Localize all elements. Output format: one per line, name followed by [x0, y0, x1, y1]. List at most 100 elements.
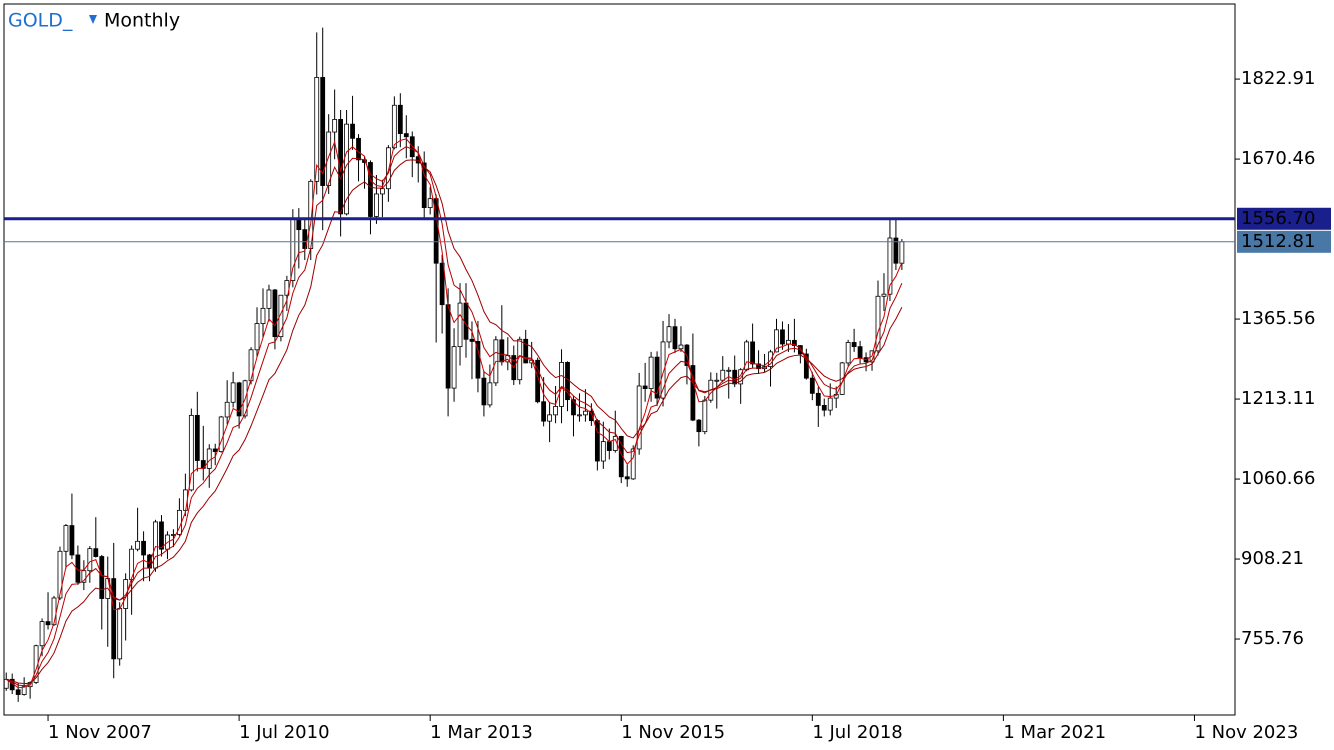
- y-tick-label: 908.21: [1241, 548, 1304, 569]
- price-label: 1512.81: [1241, 231, 1315, 252]
- candle-body: [469, 338, 475, 342]
- candle-body: [732, 369, 738, 385]
- level-label: 1556.70: [1241, 208, 1315, 229]
- x-tick-label: 1 Jul 2018: [812, 722, 902, 743]
- candle-body: [266, 289, 272, 309]
- candle-body: [809, 377, 815, 394]
- candle-body: [75, 554, 81, 583]
- symbol-dropdown-icon[interactable]: [89, 15, 97, 24]
- x-tick-label: 1 Mar 2021: [1003, 722, 1106, 743]
- candle-body: [487, 382, 493, 406]
- candle-body: [750, 341, 756, 365]
- candle-body: [881, 293, 887, 297]
- candle-body: [648, 356, 654, 390]
- candle-body: [893, 237, 899, 264]
- candle-body: [290, 218, 296, 281]
- candle-body: [666, 326, 672, 343]
- candle-body: [583, 410, 588, 416]
- moving-average: [6, 146, 903, 687]
- candle-body: [296, 218, 302, 231]
- candle-body: [188, 414, 194, 491]
- candle-body: [314, 77, 320, 182]
- candle-body: [696, 419, 702, 433]
- candle-body: [81, 570, 87, 583]
- candle-body: [206, 448, 212, 469]
- candle-body: [374, 193, 379, 217]
- candle-body: [236, 382, 242, 417]
- x-tick-label: 1 Nov 2015: [621, 722, 725, 743]
- moving-average: [5, 138, 903, 689]
- y-tick-label: 1365.56: [1241, 308, 1315, 329]
- candle-body: [39, 621, 45, 647]
- candle-body: [786, 339, 791, 345]
- candle-body: [899, 241, 905, 264]
- candle-body: [714, 379, 720, 382]
- candle-body: [141, 540, 146, 556]
- candle-body: [326, 131, 332, 186]
- candle-body: [302, 229, 308, 249]
- y-tick-label: 1060.66: [1241, 468, 1315, 489]
- candle-body: [159, 521, 164, 550]
- candle-body: [726, 369, 732, 372]
- candle-body: [660, 341, 666, 399]
- candle-body: [320, 77, 326, 186]
- candle-body: [606, 441, 612, 451]
- candle-body: [624, 476, 630, 480]
- candle-body: [224, 401, 230, 418]
- candle-body: [481, 377, 487, 406]
- candle-body: [15, 689, 21, 695]
- candle-body: [571, 399, 576, 416]
- candle-body: [553, 406, 558, 416]
- candle-body: [857, 346, 863, 359]
- candle-body: [99, 556, 105, 599]
- symbol[interactable]: GOLD_: [8, 10, 73, 32]
- level-label-box: [1237, 207, 1331, 230]
- candle-body: [720, 369, 726, 381]
- timeframe[interactable]: Monthly: [104, 10, 180, 32]
- candle-body: [499, 339, 505, 363]
- x-tick-label: 1 Jul 2010: [239, 722, 329, 743]
- candle-body: [672, 326, 678, 350]
- candle-body: [636, 385, 642, 450]
- candle-body: [457, 302, 463, 348]
- candle-body: [87, 548, 93, 572]
- candle-body: [774, 329, 779, 353]
- candle-body: [45, 621, 51, 626]
- candle-body: [523, 338, 529, 364]
- candle-body: [827, 397, 833, 411]
- candle-body: [338, 119, 344, 215]
- candle-body: [445, 304, 451, 389]
- candle-body: [380, 188, 385, 195]
- candle-body: [845, 342, 851, 364]
- candle-body: [332, 119, 338, 133]
- candle-body: [230, 382, 236, 403]
- candle-body: [815, 392, 821, 406]
- candle-body: [541, 401, 547, 422]
- candle-body: [678, 344, 684, 350]
- candle-body: [756, 363, 761, 370]
- candle-body: [780, 329, 785, 345]
- marks: [3, 27, 905, 702]
- candle-body: [171, 534, 176, 536]
- candle-body: [821, 405, 827, 411]
- candle-body: [57, 550, 63, 599]
- candle-body: [851, 342, 857, 348]
- y-tick-label: 1822.91: [1241, 68, 1315, 89]
- candle-body: [135, 540, 141, 550]
- candle-body: [212, 448, 218, 452]
- candle-body: [117, 608, 123, 660]
- candle-body: [21, 686, 27, 695]
- candle-body: [439, 262, 445, 306]
- overlay: GOLD_ Monthly: [8, 10, 180, 32]
- candle-body: [654, 356, 660, 399]
- candle-body: [547, 414, 552, 422]
- candle-body: [93, 548, 99, 557]
- candle-body: [218, 416, 224, 452]
- candle-body: [350, 123, 355, 139]
- candle-body: [356, 137, 361, 161]
- candle-body: [887, 237, 893, 295]
- candle-body: [278, 294, 284, 338]
- candle-body: [875, 295, 881, 352]
- candle-body: [427, 198, 433, 208]
